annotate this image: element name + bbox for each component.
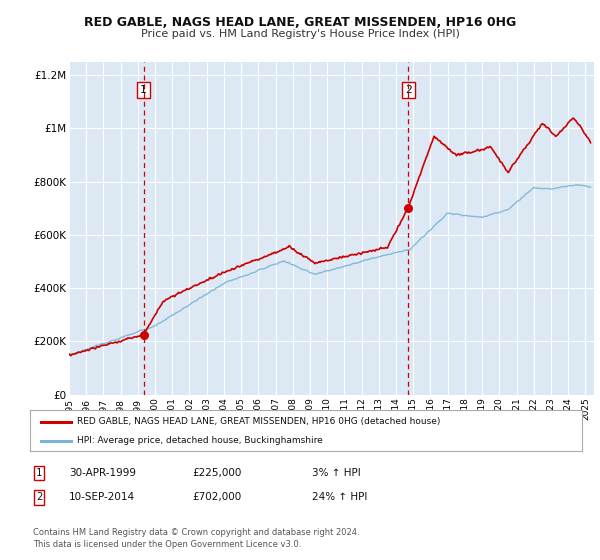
Text: 3% ↑ HPI: 3% ↑ HPI bbox=[312, 468, 361, 478]
Text: HPI: Average price, detached house, Buckinghamshire: HPI: Average price, detached house, Buck… bbox=[77, 436, 323, 445]
Text: 2: 2 bbox=[405, 85, 412, 95]
Text: 1: 1 bbox=[140, 85, 147, 95]
Text: £225,000: £225,000 bbox=[192, 468, 241, 478]
Text: 30-APR-1999: 30-APR-1999 bbox=[69, 468, 136, 478]
Text: 24% ↑ HPI: 24% ↑ HPI bbox=[312, 492, 367, 502]
Text: £702,000: £702,000 bbox=[192, 492, 241, 502]
Text: RED GABLE, NAGS HEAD LANE, GREAT MISSENDEN, HP16 0HG: RED GABLE, NAGS HEAD LANE, GREAT MISSEND… bbox=[84, 16, 516, 29]
Text: 10-SEP-2014: 10-SEP-2014 bbox=[69, 492, 135, 502]
Text: 1: 1 bbox=[36, 468, 42, 478]
Text: RED GABLE, NAGS HEAD LANE, GREAT MISSENDEN, HP16 0HG (detached house): RED GABLE, NAGS HEAD LANE, GREAT MISSEND… bbox=[77, 417, 440, 426]
Text: 2: 2 bbox=[36, 492, 42, 502]
Text: Price paid vs. HM Land Registry's House Price Index (HPI): Price paid vs. HM Land Registry's House … bbox=[140, 29, 460, 39]
Text: Contains HM Land Registry data © Crown copyright and database right 2024.
This d: Contains HM Land Registry data © Crown c… bbox=[33, 528, 359, 549]
